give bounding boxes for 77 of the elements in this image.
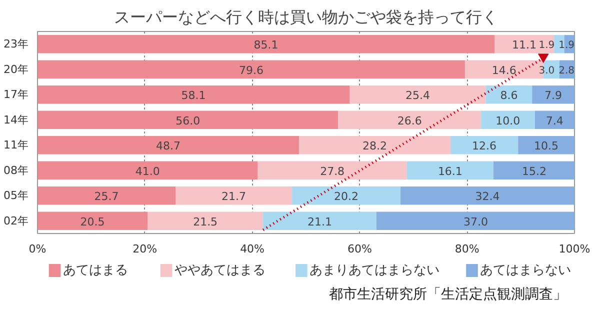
data-label: 26.6 [397,114,422,128]
legend-label: あまりあてはまらない [310,263,440,278]
data-label: 21.1 [307,215,332,228]
data-label: 32.4 [475,190,500,204]
data-label: 79.6 [238,64,264,77]
bar [38,161,258,180]
x-tick-label: 60% [347,242,372,256]
bar [406,161,494,180]
x-tick-label: 80% [454,242,480,256]
bar [532,86,574,104]
data-label: 8.6 [500,89,518,102]
data-label: 2.8 [558,65,575,76]
data-label: 21.7 [222,190,246,204]
x-tick-label: 20% [132,242,158,256]
data-label: 10.0 [496,114,520,128]
bar [38,186,176,205]
bar [400,186,574,205]
y-tick-label: 11年 [4,138,29,152]
text: 都市生活研究所「生活定点観測調査」 [329,286,568,302]
bar [38,110,338,129]
data-label: 14.6 [492,64,516,77]
bar [493,161,574,180]
bar [38,212,148,230]
y-tick-label: 08年 [4,164,29,177]
y-tick-label: 05年 [4,189,29,202]
bar [38,86,350,104]
legend-label: ややあてはまる [174,263,266,278]
bar [176,186,292,205]
bar [38,60,465,78]
data-label: 11.1 [512,38,537,52]
data-label: 20.2 [334,190,359,204]
data-label: 37.0 [463,215,488,228]
data-label: 85.1 [254,38,278,52]
data-label: 7.4 [546,114,564,128]
data-label: 48.7 [156,140,181,153]
data-label: 28.2 [362,140,387,153]
bar [38,136,300,154]
data-label: 25.7 [94,190,119,204]
data-label: 1.9 [558,40,575,52]
bar [481,110,535,129]
x-tick-label: 40% [240,242,265,256]
data-label: 3.0 [538,65,555,76]
data-label: 12.6 [472,140,497,153]
y-tick-label: 14年 [4,113,29,126]
bar [349,86,486,104]
legend-label: あてはまる [62,263,128,278]
data-label: 58.1 [181,89,206,102]
bar [299,136,450,154]
data-label: 27.8 [320,164,345,178]
y-tick-label: 23年 [4,38,29,51]
data-label: 25.4 [405,89,430,102]
data-label: 21.5 [193,215,218,228]
data-label: 7.9 [544,89,562,102]
y-tick-label: 17年 [4,88,29,102]
data-label: 41.0 [135,164,160,178]
bar [450,136,518,154]
data-label: 10.5 [534,140,559,153]
data-label: 15.2 [522,164,546,178]
bar [263,212,376,230]
data-label: 16.1 [438,164,462,178]
data-label: 20.5 [80,215,105,228]
bar [338,110,482,129]
chart-title: スーパーなどへ行く時は買い物かごや袋を持って行く [114,8,498,26]
data-label: 1.9 [538,40,555,52]
data-label: 56.0 [176,114,200,128]
bar [148,212,264,230]
x-tick-label: 100% [558,242,590,256]
bar [518,136,574,154]
bar [258,161,407,180]
y-tick-label: 02年 [4,214,29,228]
bar [292,186,401,205]
y-tick-label: 20年 [4,62,29,76]
x-tick-label: 0% [28,242,46,256]
bar [534,110,574,129]
bar [376,212,574,230]
bar [38,35,494,54]
legend-label: あてはまらない [480,263,572,278]
